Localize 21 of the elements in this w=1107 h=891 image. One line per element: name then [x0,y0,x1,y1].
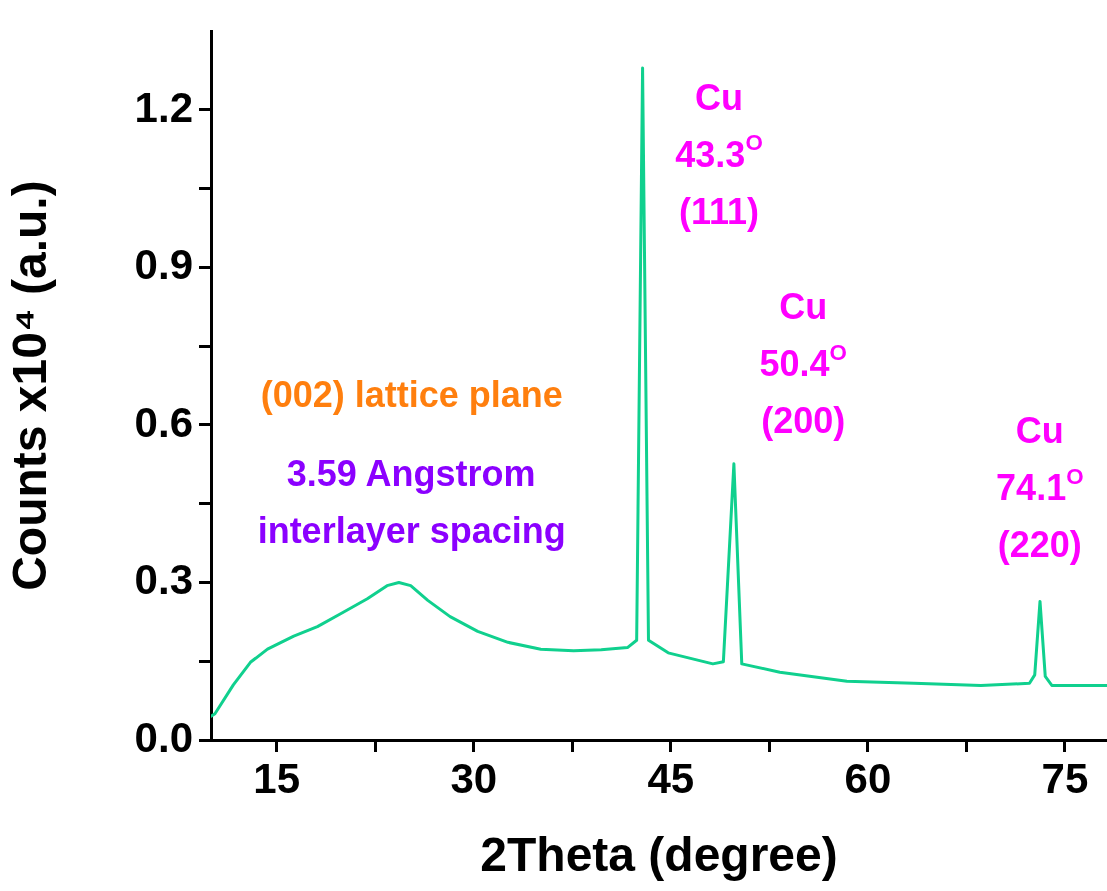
annotation: (220) [997,523,1082,565]
y-tick-label: 1.2 [134,83,193,131]
annotation: (200) [761,399,846,441]
y-tick-label: 0.9 [134,241,193,289]
annotation: Cu [695,76,744,118]
x-tick-label: 75 [1041,754,1089,802]
x-axis-title: 2Theta (degree) [480,828,838,882]
x-tick-label: 60 [844,754,892,802]
annotation: Cu [779,285,828,327]
annotation: Cu [1015,409,1064,451]
y-axis-title: Counts x10⁴ (a.u.) [3,180,57,591]
x-tick-label: 45 [647,754,695,802]
y-tick-label: 0.3 [134,556,193,604]
annotation: (111) [679,190,760,232]
x-tick-label: 30 [450,754,498,802]
x-tick-label: 15 [253,754,301,802]
y-tick-label: 0.6 [134,398,193,446]
annotation: interlayer spacing [257,510,566,552]
y-tick-label: 0.0 [134,713,193,761]
annotation: 3.59 Angstrom [286,453,536,495]
annotation: (002) lattice plane [260,374,563,416]
